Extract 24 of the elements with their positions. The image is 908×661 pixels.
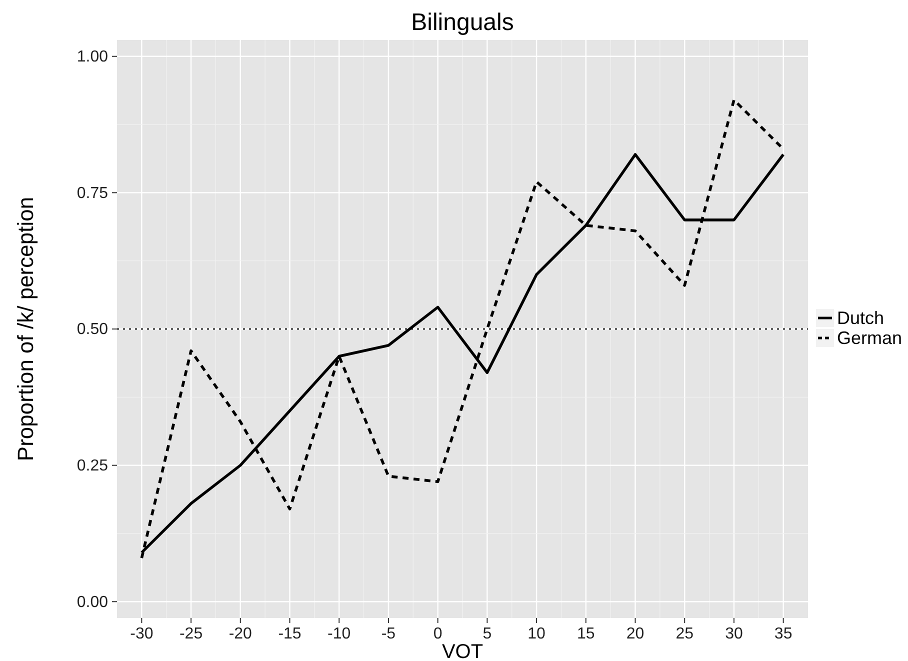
y-tick-label: 0.75 xyxy=(76,184,108,202)
x-tick-label: 20 xyxy=(626,625,644,642)
x-tick-label: 35 xyxy=(774,625,792,642)
legend-label: Dutch xyxy=(837,308,884,328)
x-tick-label: -30 xyxy=(130,625,154,642)
x-tick-label: -20 xyxy=(228,625,252,642)
x-tick-label: 30 xyxy=(725,625,743,642)
y-tick-label: 0.50 xyxy=(76,321,108,338)
x-tick-label: 5 xyxy=(482,625,492,642)
y-axis-title: Proportion of /k/ perception xyxy=(13,196,38,462)
x-tick-label: -25 xyxy=(179,625,203,642)
x-tick-label: 0 xyxy=(433,625,442,642)
x-tick-label: -5 xyxy=(381,625,396,642)
y-tick-label: 0.25 xyxy=(76,457,108,474)
y-tick-label: 0.00 xyxy=(76,594,108,611)
x-tick-label: 10 xyxy=(528,625,546,642)
y-tick-label: 1.00 xyxy=(76,48,108,66)
legend-label: German xyxy=(837,328,902,348)
x-tick-label: 25 xyxy=(676,625,694,642)
chart-title: Bilinguals xyxy=(411,9,514,36)
x-tick-label: -15 xyxy=(278,625,302,642)
x-axis-title: VOT xyxy=(442,641,484,661)
x-tick-label: -10 xyxy=(328,625,351,642)
x-tick-label: 15 xyxy=(576,625,595,642)
